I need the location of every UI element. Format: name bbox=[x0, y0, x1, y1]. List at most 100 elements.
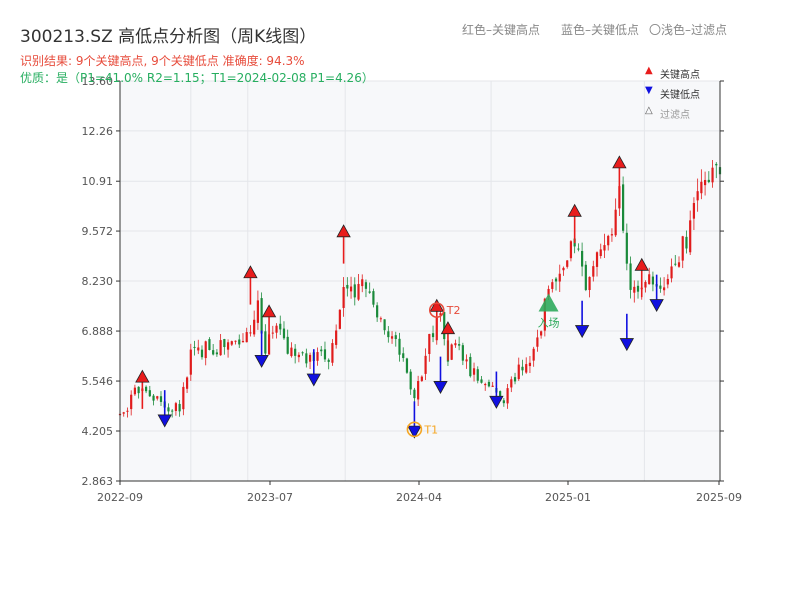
candle-body bbox=[387, 331, 390, 338]
candle bbox=[592, 260, 595, 282]
candle-body bbox=[174, 403, 178, 411]
candle bbox=[290, 342, 293, 358]
candle-body bbox=[517, 364, 520, 380]
candle bbox=[491, 381, 494, 388]
candle-body bbox=[405, 358, 409, 373]
candle-body bbox=[715, 163, 718, 166]
candle bbox=[472, 362, 476, 382]
candle bbox=[122, 411, 125, 417]
candle-body bbox=[178, 403, 181, 412]
candle-body bbox=[465, 359, 468, 362]
candle-body bbox=[361, 279, 364, 287]
t2-label: T2 bbox=[446, 304, 461, 317]
candle bbox=[219, 334, 222, 356]
t1-circle bbox=[406, 421, 423, 438]
key-low-marker bbox=[489, 395, 504, 409]
candle-body bbox=[428, 333, 431, 355]
candle-body bbox=[592, 266, 595, 277]
candle bbox=[577, 243, 580, 252]
candle bbox=[502, 397, 505, 407]
candle bbox=[174, 401, 178, 416]
key-low-marker bbox=[306, 373, 321, 387]
candle bbox=[200, 345, 204, 360]
candle bbox=[692, 197, 696, 231]
candle bbox=[566, 260, 569, 269]
candle-body bbox=[200, 349, 204, 358]
candle-body bbox=[491, 385, 494, 387]
candle-body bbox=[510, 379, 513, 388]
candle-body bbox=[264, 331, 267, 354]
candle-body bbox=[189, 349, 192, 375]
candle-body bbox=[204, 341, 207, 359]
candle-body bbox=[461, 345, 464, 361]
candle bbox=[521, 359, 524, 376]
candle bbox=[353, 277, 356, 306]
candle bbox=[420, 375, 423, 382]
candle bbox=[297, 352, 300, 363]
candle bbox=[271, 325, 274, 339]
key-low-marker bbox=[433, 381, 448, 394]
candle bbox=[275, 323, 278, 339]
candle-body bbox=[651, 276, 655, 285]
candle bbox=[253, 310, 256, 337]
candle bbox=[588, 276, 591, 298]
candle bbox=[428, 333, 431, 362]
candle bbox=[212, 344, 215, 356]
candle bbox=[622, 176, 625, 234]
candle-body bbox=[506, 388, 509, 404]
candle-body bbox=[241, 340, 245, 343]
y-tick-label: 2.863 bbox=[82, 475, 114, 488]
legend-high-icon: ▲ bbox=[645, 65, 653, 76]
legend-filtered-label: 过滤点 bbox=[660, 110, 690, 121]
candle bbox=[536, 329, 539, 352]
candle-body bbox=[349, 286, 353, 292]
candle bbox=[480, 375, 483, 384]
candle bbox=[376, 302, 379, 322]
candle bbox=[603, 233, 606, 258]
y-tick-label: 12.26 bbox=[82, 125, 114, 138]
candle-body bbox=[666, 278, 669, 285]
candle bbox=[659, 277, 662, 293]
candle-body bbox=[364, 282, 368, 289]
candle bbox=[476, 366, 479, 384]
candle bbox=[666, 274, 669, 289]
x-tick-label: 2024-04 bbox=[396, 491, 442, 504]
candle-body bbox=[156, 396, 159, 399]
candle-body bbox=[581, 250, 584, 267]
candle-body bbox=[305, 353, 308, 364]
candle bbox=[405, 357, 409, 374]
y-tick-label: 4.205 bbox=[82, 425, 114, 438]
candle-body bbox=[536, 337, 539, 347]
candle-body bbox=[238, 339, 241, 345]
candle-body bbox=[320, 349, 323, 352]
candle bbox=[595, 251, 599, 277]
candle-body bbox=[267, 334, 271, 355]
candle bbox=[607, 234, 610, 251]
candle-body bbox=[253, 319, 256, 335]
candle-body bbox=[558, 273, 561, 282]
candle bbox=[338, 309, 341, 330]
candle-body bbox=[144, 386, 148, 392]
candle-body bbox=[681, 236, 684, 261]
candle-body bbox=[290, 347, 293, 357]
candle-body bbox=[629, 263, 632, 290]
candle-body bbox=[409, 371, 412, 390]
candle-body bbox=[431, 333, 435, 338]
candle-body bbox=[696, 191, 699, 201]
candle bbox=[357, 274, 360, 301]
candle bbox=[241, 333, 245, 343]
quality-summary: 优质：是（P1=41.0% R2=1.15；T1=2024-02-08 P1=4… bbox=[20, 71, 374, 85]
candle-body bbox=[282, 328, 286, 339]
candle-body bbox=[513, 377, 517, 382]
candle-body bbox=[443, 312, 446, 340]
candle bbox=[156, 395, 159, 401]
key-high-marker bbox=[567, 203, 582, 217]
candle bbox=[204, 340, 207, 366]
candle bbox=[323, 341, 327, 362]
candle-body bbox=[301, 352, 304, 354]
x-tick-label: 2022-09 bbox=[97, 491, 143, 504]
candle bbox=[648, 267, 651, 285]
candle-body bbox=[677, 262, 681, 267]
candle bbox=[398, 332, 401, 362]
candle-body bbox=[182, 386, 185, 410]
